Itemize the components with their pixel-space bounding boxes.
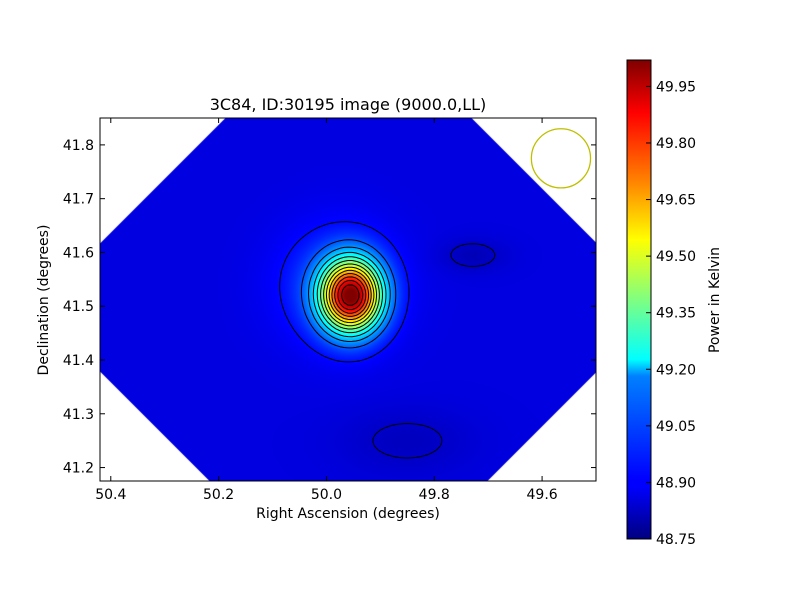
y-tick-label: 41.6 (63, 245, 94, 261)
y-axis-label: Declination (degrees) (36, 225, 52, 376)
contour-line (300, 239, 397, 349)
contour-line (279, 221, 410, 363)
contour-line (308, 246, 391, 342)
colorbar-tick-label: 49.65 (656, 193, 696, 209)
colorbar-tick-label: 49.50 (656, 249, 696, 265)
contour-line (331, 273, 370, 317)
y-axis: 41.2 41.3 41.4 41.5 41.6 41.7 41.8 (63, 138, 596, 477)
y-tick-label: 41.7 (63, 192, 94, 208)
contour-line (341, 284, 360, 306)
contour-line (328, 269, 372, 320)
contour-line (325, 266, 375, 324)
x-tick-label: 49.6 (527, 487, 558, 503)
y-tick-label: 41.8 (63, 138, 94, 154)
colorbar-tick-label: 49.05 (656, 419, 696, 435)
y-tick-label: 41.5 (63, 299, 94, 315)
x-axis-label: Right Ascension (degrees) (256, 506, 440, 522)
contour-line (323, 263, 378, 327)
plot-frame (99, 117, 597, 482)
y-tick-label: 41.3 (63, 407, 94, 423)
contour-line (334, 276, 367, 314)
colorbar-tick-label: 49.80 (656, 136, 696, 152)
x-tick-label: 49.8 (419, 487, 450, 503)
colorbar-tick-label: 49.35 (656, 306, 696, 322)
contour-lines (279, 221, 496, 459)
colorbar-label: Power in Kelvin (707, 247, 723, 353)
contour-line (312, 251, 387, 338)
colorbar-tick-label: 48.90 (656, 475, 696, 491)
contour-line (316, 256, 383, 334)
x-axis: 50.4 50.2 50.0 49.8 49.6 (95, 118, 558, 503)
y-tick-label: 41.4 (63, 353, 94, 369)
chart-title: 3C84, ID:30195 image (9000.0,LL) (210, 95, 487, 114)
heatmap-image (100, 118, 596, 481)
colorbar-tick-label: 49.95 (656, 79, 696, 95)
colorbar (626, 59, 652, 540)
x-tick-label: 50.0 (311, 487, 342, 503)
heatmap-area (100, 118, 596, 481)
beam-circle (530, 128, 592, 189)
colorbar-ticks: 48.75 48.90 49.05 49.20 49.35 49.50 49.65 49.80… (646, 79, 696, 548)
colorbar-tick-label: 48.75 (656, 532, 696, 548)
y-tick-label: 41.2 (63, 461, 94, 477)
contour-line (372, 243, 496, 459)
colorbar-tick-label: 49.20 (656, 362, 696, 378)
contour-line (337, 280, 364, 311)
x-tick-label: 50.2 (203, 487, 234, 503)
x-tick-label: 50.4 (95, 487, 126, 503)
contour-line (320, 260, 380, 330)
